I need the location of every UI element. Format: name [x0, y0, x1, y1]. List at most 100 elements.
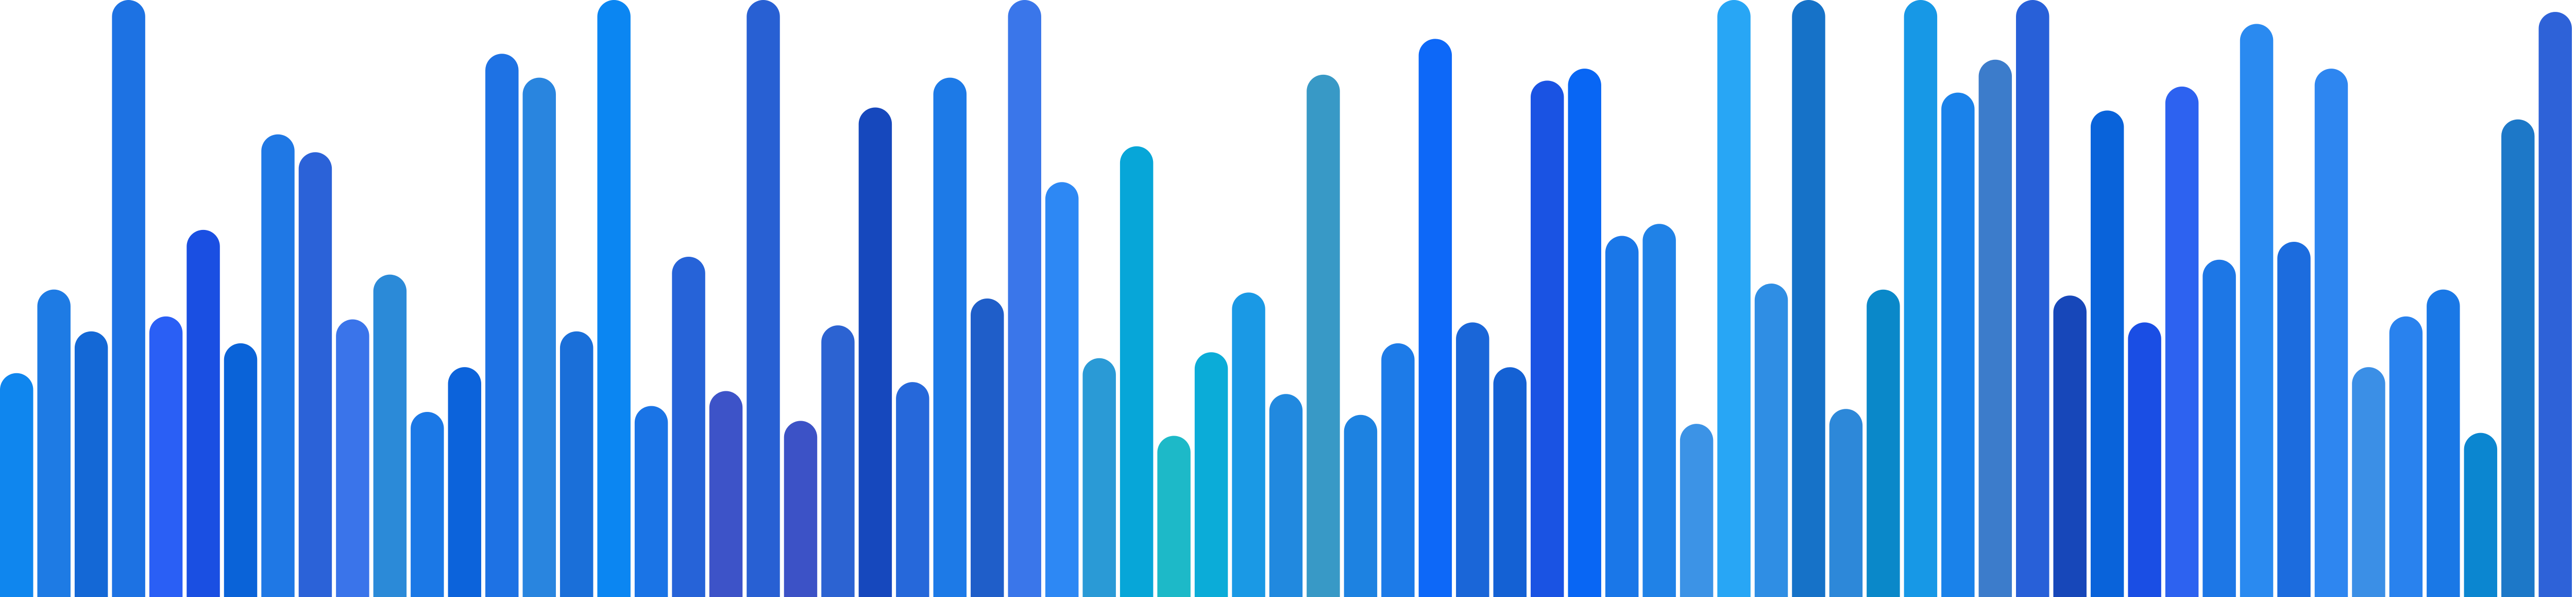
bar-44-shape — [1605, 236, 1639, 597]
bar-17-shape — [597, 0, 631, 597]
bar-2 — [37, 289, 71, 597]
bar-26-shape — [933, 77, 967, 597]
bar-8 — [261, 134, 295, 597]
bar-4 — [112, 0, 145, 597]
bar-6-shape — [187, 229, 220, 597]
bar-25 — [896, 382, 929, 597]
bar-44 — [1605, 236, 1639, 597]
bar-63 — [2314, 69, 2348, 597]
bar-25-shape — [896, 382, 929, 597]
bar-51-shape — [1867, 289, 1900, 597]
bar-30-shape — [1082, 358, 1116, 597]
bar-1-shape — [0, 373, 33, 597]
bar-31 — [1120, 146, 1154, 597]
bar-18-shape — [634, 406, 668, 597]
bar-24-shape — [858, 107, 892, 597]
bar-11-shape — [373, 274, 407, 597]
bar-68 — [2501, 119, 2535, 597]
bar-16 — [560, 331, 594, 597]
bar-32-shape — [1157, 436, 1191, 597]
bar-38 — [1381, 343, 1415, 597]
bar-45-shape — [1642, 224, 1676, 597]
bar-36-shape — [1307, 74, 1340, 597]
bar-41-shape — [1493, 367, 1527, 597]
bar-36 — [1307, 74, 1340, 597]
bar-55-shape — [2016, 0, 2049, 597]
bar-14 — [485, 54, 519, 597]
bar-8-shape — [261, 134, 295, 597]
bar-64-shape — [2352, 367, 2385, 597]
bar-5-shape — [149, 316, 183, 597]
bar-28-shape — [1008, 0, 1041, 597]
bar-66-shape — [2427, 289, 2460, 597]
bar-43-shape — [1568, 69, 1601, 597]
bar-59-shape — [2165, 86, 2199, 597]
bar-46 — [1680, 424, 1714, 597]
bar-23 — [821, 325, 855, 597]
bar-45 — [1642, 224, 1676, 597]
bar-15-shape — [522, 77, 556, 597]
bar-27-shape — [971, 299, 1004, 597]
bar-56 — [2053, 295, 2087, 597]
bar-5 — [149, 316, 183, 597]
bar-54-shape — [1978, 60, 2012, 597]
bar-41 — [1493, 367, 1527, 597]
bar-53 — [1941, 92, 1975, 597]
bar-31-shape — [1120, 146, 1154, 597]
bar-19 — [672, 256, 705, 597]
bar-39 — [1418, 39, 1452, 597]
bar-20-shape — [709, 391, 743, 597]
bar-13-shape — [448, 367, 482, 597]
bar-59 — [2165, 86, 2199, 597]
bar-9-shape — [298, 152, 332, 597]
bar-49-shape — [1792, 0, 1825, 597]
bar-1 — [0, 373, 33, 597]
bar-13 — [448, 367, 482, 597]
bar-60 — [2202, 259, 2236, 597]
bar-6 — [187, 229, 220, 597]
bar-69 — [2538, 12, 2572, 597]
bar-12-shape — [411, 412, 444, 597]
bar-69-shape — [2538, 12, 2572, 597]
bar-52 — [1904, 0, 1938, 597]
bar-42-shape — [1531, 80, 1564, 597]
bar-9 — [298, 152, 332, 597]
bar-50 — [1829, 409, 1863, 597]
bar-16-shape — [560, 331, 594, 597]
bar-54 — [1978, 60, 2012, 597]
bar-58 — [2128, 322, 2161, 597]
bar-24 — [858, 107, 892, 597]
bar-61-shape — [2240, 24, 2274, 597]
bar-65 — [2389, 316, 2423, 597]
bar-64 — [2352, 367, 2385, 597]
bar-28 — [1008, 0, 1041, 597]
bar-29 — [1045, 182, 1079, 597]
bar-20 — [709, 391, 743, 597]
bar-11 — [373, 274, 407, 597]
bar-17 — [597, 0, 631, 597]
bar-27 — [971, 299, 1004, 597]
bar-65-shape — [2389, 316, 2423, 597]
bar-56-shape — [2053, 295, 2087, 597]
bar-32 — [1157, 436, 1191, 597]
bar-30 — [1082, 358, 1116, 597]
bar-22 — [784, 421, 818, 597]
bar-35 — [1269, 394, 1303, 597]
bar-26 — [933, 77, 967, 597]
bar-37 — [1344, 414, 1378, 597]
bar-67-shape — [2464, 433, 2498, 597]
bar-37-shape — [1344, 414, 1378, 597]
bar-66 — [2427, 289, 2460, 597]
bar-49 — [1792, 0, 1825, 597]
bar-57 — [2090, 110, 2124, 597]
bar-40-shape — [1456, 322, 1489, 597]
bar-23-shape — [821, 325, 855, 597]
bar-67 — [2464, 433, 2498, 597]
bar-29-shape — [1045, 182, 1079, 597]
bar-34-shape — [1232, 292, 1265, 597]
bar-42 — [1531, 80, 1564, 597]
bar-12 — [411, 412, 444, 597]
bar-52-shape — [1904, 0, 1938, 597]
